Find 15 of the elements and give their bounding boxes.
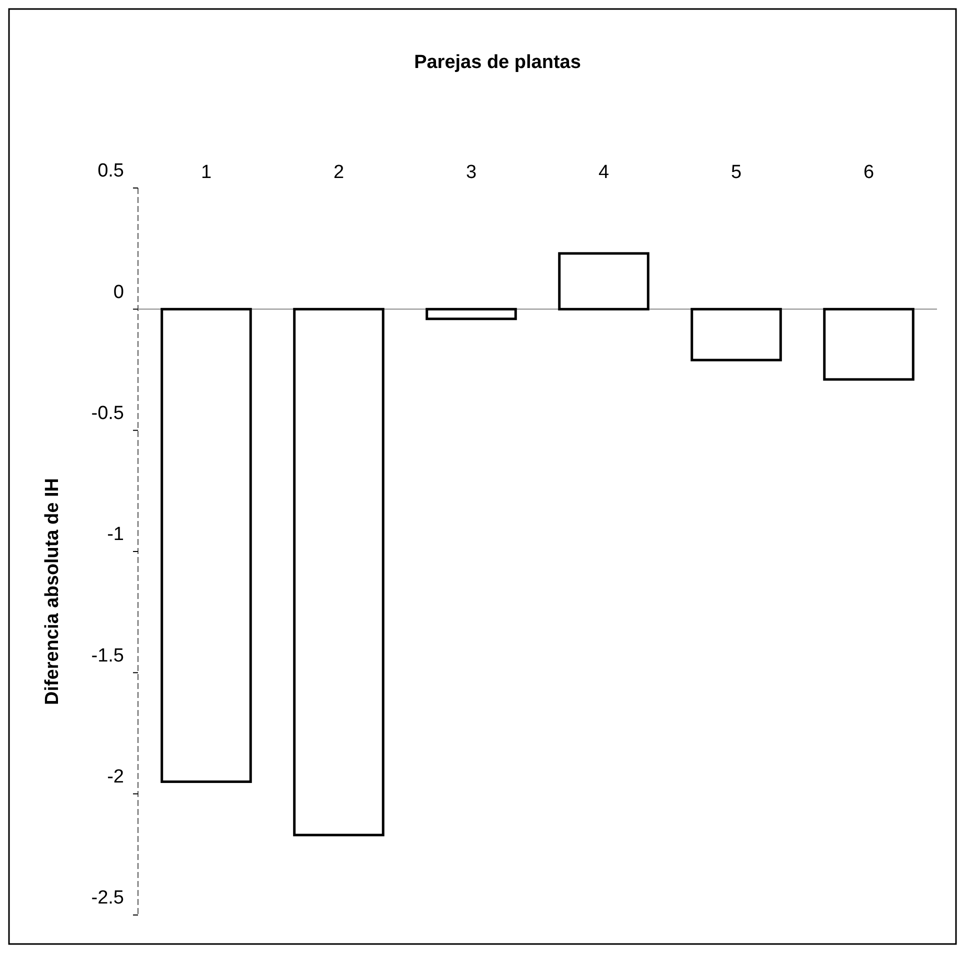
x-tick-label: 1	[200, 162, 212, 183]
x-tick-label: 3	[466, 162, 477, 183]
x-tick-label: 4	[598, 162, 610, 183]
x-tick-label: 5	[730, 162, 742, 183]
y-axis-title: Diferencia absoluta de IH	[42, 478, 63, 706]
y-tick-label: -0.5	[91, 402, 124, 424]
chart-title: Parejas de plantas	[414, 52, 581, 73]
y-tick-label: -2.5	[91, 888, 124, 909]
y-tick-label: 0	[113, 282, 124, 303]
x-tick-label: 2	[333, 162, 344, 183]
y-tick-label: -2	[107, 766, 124, 788]
x-tick-label: 6	[863, 162, 874, 183]
y-tick-label: -1	[107, 524, 124, 546]
y-tick-label: -1.5	[91, 645, 124, 666]
y-tick-label: 0.5	[98, 160, 124, 182]
